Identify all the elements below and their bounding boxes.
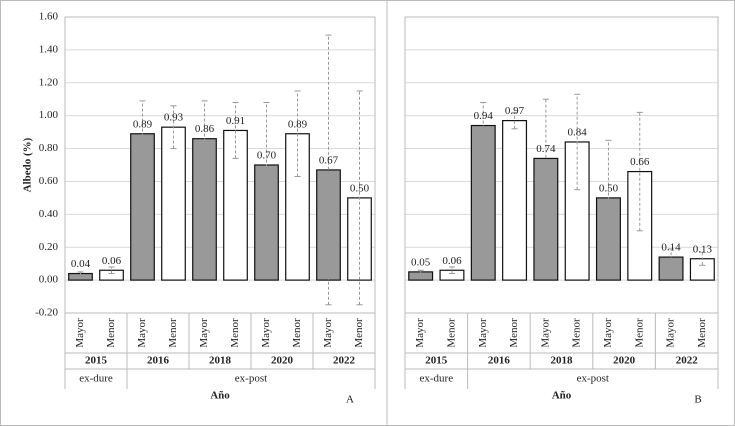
value-label: 0.50	[599, 182, 619, 194]
panel-letter: B	[694, 394, 701, 406]
category-label: Mayor	[665, 318, 677, 348]
group-label: 2015	[85, 355, 108, 367]
value-label: 0.66	[630, 156, 650, 168]
value-label: 0.67	[319, 154, 339, 166]
bar	[502, 119, 528, 281]
category-label: Mayor	[477, 318, 489, 348]
y-axis-label: Albedo (%)	[22, 137, 34, 192]
category-label: Menor	[696, 318, 708, 348]
x-axis-label: Año	[210, 390, 230, 402]
bar	[99, 269, 124, 281]
value-label: 0.89	[133, 118, 153, 130]
group-label: 2020	[271, 355, 294, 367]
value-label: 0.91	[226, 115, 245, 127]
category-label: Menor	[445, 318, 457, 348]
category-label: Menor	[105, 318, 117, 348]
value-label: 0.84	[568, 127, 588, 139]
value-label: 0.86	[195, 123, 215, 135]
category-label: Mayor	[74, 318, 86, 348]
value-label: 0.13	[693, 243, 713, 255]
value-label: 0.06	[102, 255, 122, 267]
value-label: 0.50	[350, 182, 370, 194]
value-label: 0.06	[442, 255, 462, 267]
value-label: 0.74	[536, 143, 556, 155]
panel-letter: A	[346, 394, 354, 406]
period-label: ex-post	[577, 373, 609, 385]
bar	[658, 256, 684, 281]
category-label: Menor	[353, 318, 365, 348]
y-tick-label: 1.60	[39, 11, 59, 23]
y-tick-label: 0.00	[39, 274, 59, 286]
category-label: Mayor	[136, 318, 148, 348]
bar	[627, 170, 653, 281]
bar	[161, 126, 186, 281]
y-tick-label: 1.00	[39, 109, 59, 121]
value-label: 0.70	[257, 150, 277, 162]
group-label: 2018	[551, 355, 574, 367]
period-label: ex-dure	[79, 373, 113, 385]
plot-frame	[404, 16, 719, 314]
category-label: Menor	[229, 318, 241, 348]
value-label: 0.05	[411, 256, 431, 268]
value-label: 0.93	[164, 112, 184, 124]
y-tick-label: 0.80	[39, 142, 59, 154]
group-label: 2022	[333, 355, 356, 367]
bar	[533, 157, 559, 281]
group-label: 2020	[613, 355, 636, 367]
group-label: 2015	[425, 355, 448, 367]
bar	[439, 269, 465, 281]
category-label: Menor	[633, 318, 645, 348]
y-tick-label: 1.20	[39, 76, 59, 88]
y-tick-label: -0.20	[35, 307, 58, 319]
category-label: Menor	[167, 318, 179, 348]
category-label: Menor	[508, 318, 520, 348]
category-label: Menor	[291, 318, 303, 348]
group-label: 2022	[676, 355, 699, 367]
y-tick-label: 0.60	[39, 175, 59, 187]
value-label: 0.14	[661, 242, 681, 254]
x-axis-label: Año	[552, 390, 572, 402]
y-tick-label: 1.40	[39, 43, 59, 55]
category-label: Mayor	[198, 318, 210, 348]
bar	[470, 124, 496, 281]
group-label: 2018	[209, 355, 232, 367]
y-tick-label: 0.40	[39, 208, 59, 220]
bar	[316, 169, 341, 281]
value-label: 0.89	[288, 118, 308, 130]
category-label: Mayor	[414, 318, 426, 348]
group-label: 2016	[147, 355, 170, 367]
category-label: Mayor	[260, 318, 272, 348]
category-label: Mayor	[322, 318, 334, 348]
value-label: 0.94	[474, 110, 494, 122]
group-label: 2016	[488, 355, 511, 367]
y-tick-label: 0.20	[39, 241, 59, 253]
category-label: Mayor	[602, 318, 614, 348]
value-label: 0.04	[71, 258, 91, 270]
period-label: ex-dure	[420, 373, 454, 385]
period-label: ex-post	[235, 373, 267, 385]
plot-frame	[64, 16, 376, 314]
bar	[689, 258, 715, 281]
value-label: 0.97	[505, 105, 525, 117]
category-label: Mayor	[539, 318, 551, 348]
category-label: Menor	[571, 318, 583, 348]
